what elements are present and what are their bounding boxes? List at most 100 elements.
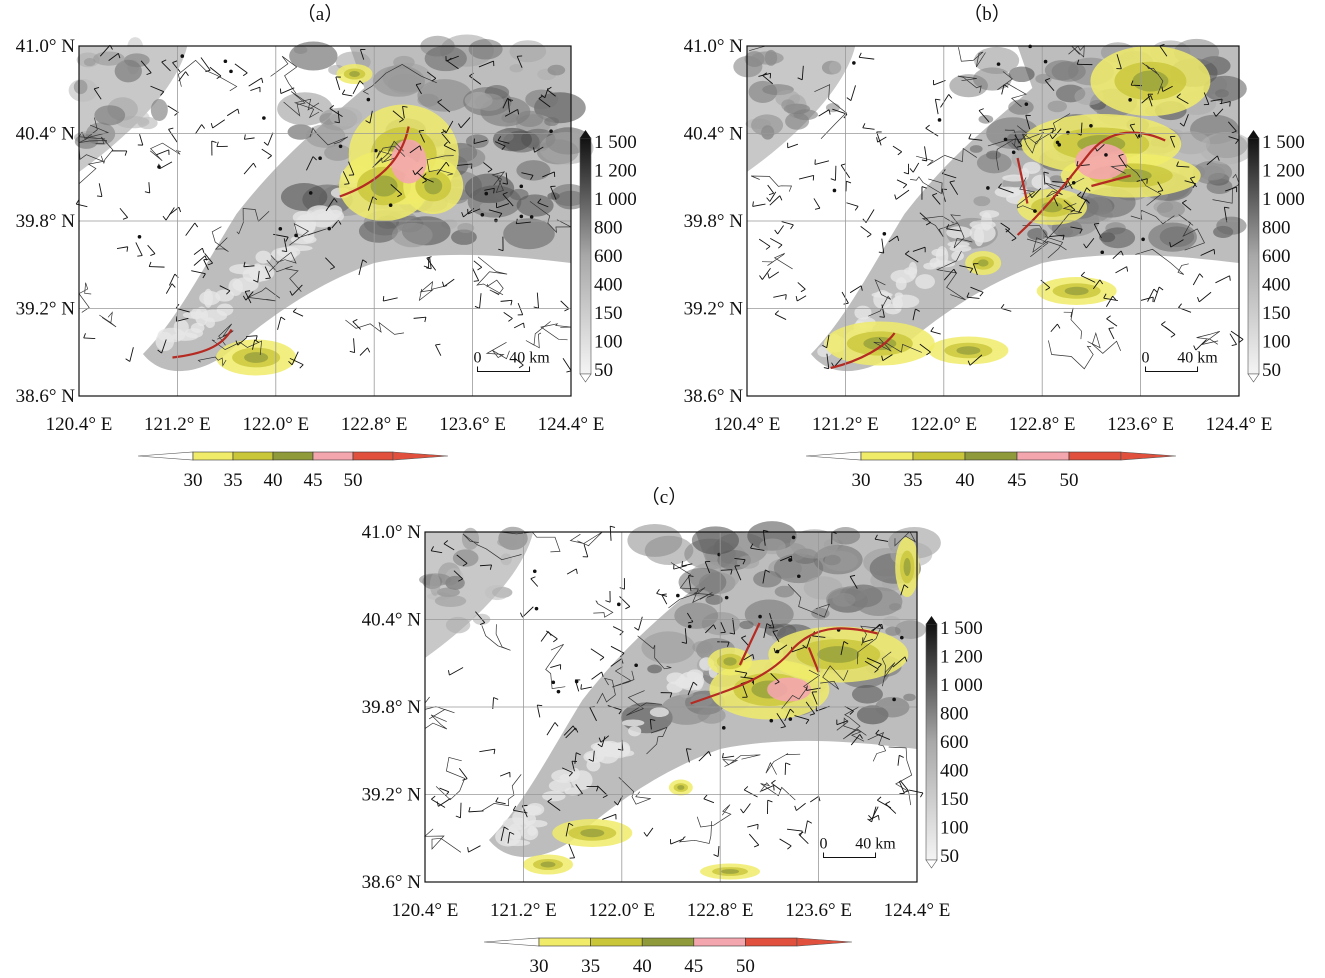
wind-barb-flag <box>1108 327 1114 329</box>
wind-barb <box>457 163 473 166</box>
wind-barb <box>418 130 426 143</box>
scale-bar-start-label: 0 <box>820 836 828 853</box>
terrain-patch <box>974 226 985 247</box>
terrain-patch <box>751 114 784 136</box>
wind-barb-flag <box>774 229 778 235</box>
station-dot <box>180 54 185 58</box>
wind-barb <box>150 85 164 93</box>
terrain-patch <box>933 260 956 268</box>
wind-barb-flag <box>800 288 806 293</box>
wind-barb <box>685 748 690 763</box>
wind-barb-flag <box>83 333 86 339</box>
wind-barb-flag <box>661 593 667 596</box>
wind-barb <box>161 339 167 354</box>
terrain-patch <box>305 124 346 148</box>
terrain-patch <box>452 549 479 567</box>
wind-barb <box>881 304 885 318</box>
reflectivity-colorbar-segment <box>912 451 966 461</box>
terrain-patch <box>391 222 433 248</box>
wind-barb-flag <box>572 725 576 731</box>
wind-barb <box>329 108 343 118</box>
wind-barb <box>1215 108 1224 117</box>
wind-barb-flag <box>126 246 129 252</box>
wind-barb-flag <box>255 335 258 341</box>
terrain-colorbar-label: 400 <box>940 761 969 782</box>
boundary-line <box>78 282 92 313</box>
latitude-tick-label: 39.8° N <box>684 211 744 232</box>
boundary-line <box>868 279 891 317</box>
reflectivity-colorbar-label: 40 <box>264 470 283 491</box>
wind-barb-flag <box>497 135 502 141</box>
wind-barb-flag <box>359 80 364 85</box>
wind-barb <box>1140 296 1154 301</box>
wind-barb <box>1116 54 1122 69</box>
wind-barb-flag <box>766 197 771 202</box>
wind-barb <box>484 187 495 191</box>
reflectivity-colorbar-label: 50 <box>1060 470 1079 491</box>
wind-barb-flag <box>854 206 859 211</box>
reflectivity-echo-40dbz <box>956 346 981 355</box>
boundary-line <box>1021 113 1071 154</box>
wind-barb-flag <box>477 266 483 271</box>
wind-barb <box>875 733 891 740</box>
wind-barb <box>597 785 608 796</box>
wind-barb-flag <box>765 246 771 250</box>
wind-barb <box>846 202 859 207</box>
station-dot <box>480 213 485 217</box>
wind-barb <box>437 101 451 113</box>
wind-barb <box>550 664 561 669</box>
wind-barb <box>348 161 355 176</box>
terrain-patch <box>502 817 531 831</box>
wind-barb-flag <box>540 94 546 99</box>
wind-barb <box>1176 165 1190 168</box>
terrain-patch <box>293 219 316 235</box>
wind-barb <box>687 681 694 696</box>
wind-barb-flag <box>830 178 836 181</box>
wind-barb-flag <box>201 124 206 129</box>
terrain-patch <box>679 689 694 698</box>
wind-barb-flag <box>877 815 880 821</box>
wind-barb-flag <box>533 306 539 309</box>
wind-barb <box>289 357 304 366</box>
wind-barb-flag <box>1170 334 1176 338</box>
terrain-patch <box>851 684 883 704</box>
station-dot <box>797 574 801 579</box>
longitude-tick-label: 124.4° E <box>1206 414 1273 435</box>
wind-barb <box>129 347 134 362</box>
boundary-line <box>857 625 881 665</box>
boundary-line <box>593 600 614 618</box>
station-dot <box>724 595 729 600</box>
wind-barb-flag <box>445 161 450 167</box>
wind-barb-flag <box>772 630 778 632</box>
wind-barb <box>892 145 902 153</box>
wind-barb <box>796 802 806 811</box>
wind-barb <box>1198 291 1212 303</box>
wind-barb <box>934 99 939 115</box>
convergence-line <box>1091 174 1132 188</box>
wind-barb-flag <box>372 196 378 201</box>
wind-barb <box>483 162 493 170</box>
wind-barb-flag <box>458 578 463 582</box>
wind-barb <box>1093 223 1102 239</box>
wind-barb-flag <box>412 170 416 175</box>
station-dot <box>1100 250 1105 255</box>
terrain-colorbar-ramp <box>1247 137 1260 375</box>
wind-barb-flag <box>430 546 434 551</box>
wind-barb <box>762 569 766 584</box>
wind-barb <box>794 715 810 721</box>
wind-barb <box>580 686 592 690</box>
wind-barb-flag <box>935 98 941 101</box>
wind-barb <box>813 198 821 209</box>
wind-barb <box>589 707 597 722</box>
wind-barb <box>966 296 980 299</box>
wind-barb-flag <box>1070 209 1076 213</box>
terrain-patch <box>903 267 918 276</box>
wind-barb-flag <box>850 574 856 577</box>
wind-barb-flag <box>598 737 602 743</box>
wind-barb-flag <box>157 349 162 354</box>
wind-barb <box>471 267 480 281</box>
terrain-patch <box>451 147 486 168</box>
wind-barb <box>261 148 272 157</box>
reflectivity-echo-40dbz <box>540 861 556 868</box>
terrain-patch <box>434 595 467 607</box>
